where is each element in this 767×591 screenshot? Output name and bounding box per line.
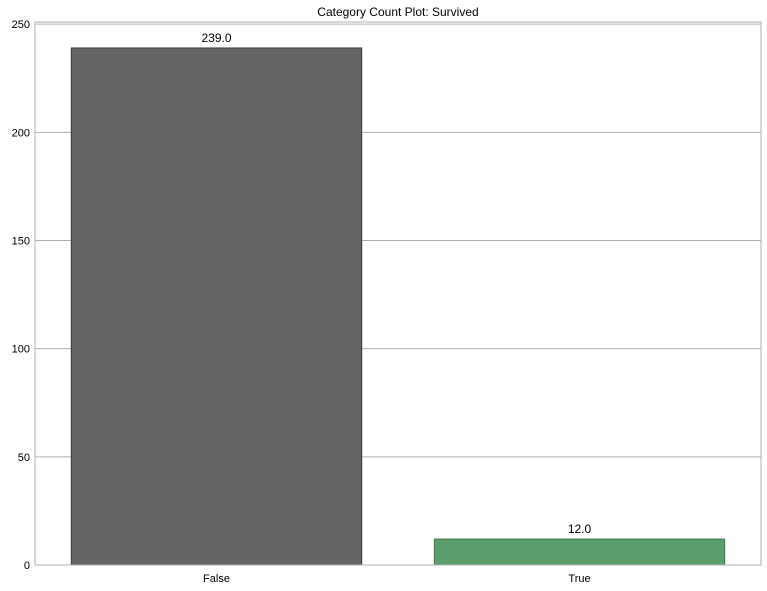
ytick-label-150: 150 <box>12 235 30 247</box>
bar-false <box>70 47 363 566</box>
bar-value-label-false: 239.0 <box>201 31 231 45</box>
ytick-label-100: 100 <box>12 344 30 356</box>
ytick-label-50: 50 <box>18 452 30 464</box>
ytick-label-250: 250 <box>12 19 30 31</box>
plot-frame <box>34 21 762 566</box>
x-axis-ticks: False True <box>203 573 591 585</box>
xtick-label-true: True <box>568 573 590 585</box>
ytick-label-200: 200 <box>12 127 30 139</box>
bar-true <box>433 538 726 566</box>
ytick-label-0: 0 <box>24 560 30 572</box>
bar-labels-layer: 239.0 12.0 <box>201 31 591 536</box>
chart-title: Category Count Plot: Survived <box>317 5 478 19</box>
y-axis-ticks: 0 50 100 150 200 250 <box>12 19 30 572</box>
bars-layer <box>70 47 726 566</box>
xtick-label-false: False <box>203 573 230 585</box>
bar-value-label-true: 12.0 <box>568 522 592 536</box>
